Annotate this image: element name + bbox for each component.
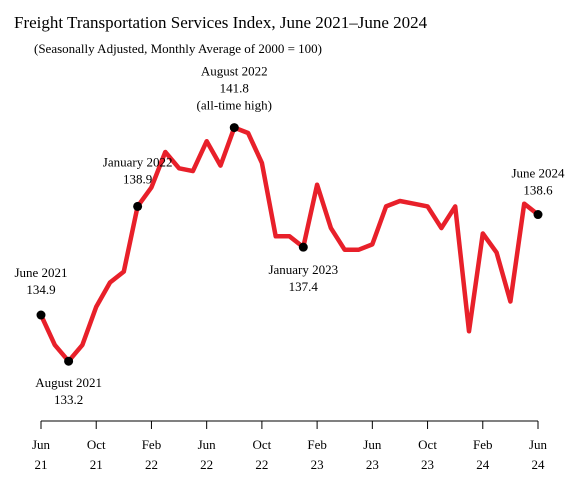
data-label: 138.6 [523, 183, 553, 198]
x-tick-label: 21 [90, 457, 103, 472]
data-label: June 2021 [14, 265, 67, 280]
x-tick-label: Jun [198, 437, 217, 452]
annotated-point [298, 242, 308, 252]
data-label: (all-time high) [197, 98, 272, 113]
annotated-point [133, 201, 143, 211]
x-tick-label: 23 [311, 457, 324, 472]
x-tick-label: 21 [35, 457, 48, 472]
x-tick-label: Feb [307, 437, 327, 452]
data-label: January 2022 [103, 154, 173, 169]
x-tick-label: 23 [421, 457, 434, 472]
data-label: 133.2 [54, 392, 83, 407]
x-tick-label: Oct [418, 437, 437, 452]
x-tick-label: 23 [366, 457, 379, 472]
x-tick-label: 22 [145, 457, 158, 472]
x-tick-label: Oct [252, 437, 271, 452]
data-label: 138.9 [123, 171, 152, 186]
x-axis-ticks: Jun 21 Oct 21 Feb 22 Jun 22 Oct 22 Feb 23 Jun 23 Oct 23… [32, 421, 548, 472]
data-label: January 2023 [268, 262, 338, 277]
data-labels: June 2021 134.9 August 2021 133.2 January 20… [14, 64, 565, 408]
chart-subtitle: (Seasonally Adjusted, Monthly Average of… [34, 41, 322, 56]
x-tick-label: Feb [473, 437, 493, 452]
data-label: 141.8 [220, 81, 249, 96]
annotated-point [64, 356, 74, 366]
data-label: June 2024 [511, 166, 565, 181]
x-tick-label: Jun [32, 437, 51, 452]
chart-title: Freight Transportation Services Index, J… [14, 13, 428, 32]
annotated-point [36, 310, 46, 320]
data-label: 137.4 [289, 279, 319, 294]
x-tick-label: Jun [529, 437, 548, 452]
series-line [38, 125, 541, 364]
data-label: August 2022 [201, 64, 268, 79]
annotated-point [533, 210, 543, 220]
x-tick-label: 22 [200, 457, 213, 472]
annotated-point [229, 123, 239, 133]
x-tick-label: Oct [87, 437, 106, 452]
x-tick-label: 22 [255, 457, 268, 472]
data-label: August 2021 [35, 375, 102, 390]
data-points [36, 123, 543, 366]
data-label: 134.9 [26, 282, 55, 297]
x-tick-label: Feb [142, 437, 162, 452]
x-tick-label: Jun [363, 437, 382, 452]
x-tick-label: 24 [476, 457, 490, 472]
x-tick-label: 24 [532, 457, 546, 472]
